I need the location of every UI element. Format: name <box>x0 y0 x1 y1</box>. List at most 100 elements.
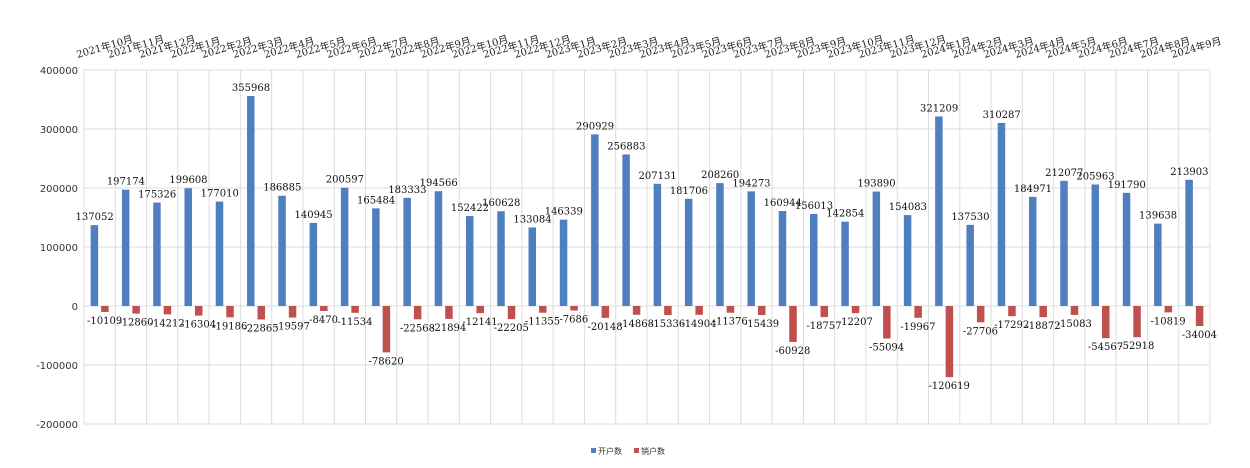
data-label-open: 197174 <box>107 177 145 188</box>
bar-close <box>632 306 641 315</box>
data-label-open: 194566 <box>420 178 458 189</box>
data-label-open: 165484 <box>357 195 395 206</box>
legend-swatch-open <box>591 448 596 453</box>
legend-label-close: 销户数 <box>641 446 665 456</box>
bar-open <box>1091 184 1100 306</box>
bar-close <box>726 306 735 313</box>
data-label-close: -19967 <box>900 322 935 333</box>
data-label-open: 208260 <box>701 170 739 181</box>
data-label-close: -15083 <box>1057 319 1092 330</box>
data-label-close: -11355 <box>525 317 560 328</box>
data-label-open: 152422 <box>451 203 489 214</box>
bar-open <box>1028 196 1037 306</box>
data-label-open: 186885 <box>263 183 301 194</box>
data-label-open: 154083 <box>889 202 927 213</box>
data-label-close: -8470 <box>309 315 338 326</box>
bar-open <box>528 227 537 306</box>
data-label-open: 137530 <box>951 212 989 223</box>
data-labels: 137052 -10109 197174 -12860 175326 -14212 1996… <box>76 83 1217 392</box>
bar-close <box>288 306 297 318</box>
bar-close <box>883 306 891 339</box>
bar-open <box>340 187 349 306</box>
bar-close <box>1133 306 1141 338</box>
data-label-open: 137052 <box>76 212 114 223</box>
bar-close <box>601 306 610 318</box>
data-label-close: -19597 <box>275 322 310 333</box>
data-label-open: 140945 <box>294 210 332 221</box>
data-label-open: 205963 <box>1076 171 1114 182</box>
data-label-close: -55094 <box>869 343 904 354</box>
data-label-close: -18757 <box>806 321 841 332</box>
data-label-close: -12141 <box>462 317 497 328</box>
data-label-open: 213903 <box>1170 167 1208 178</box>
data-label-open: 133084 <box>513 214 551 225</box>
data-label-close: -120619 <box>928 381 970 392</box>
data-label-open: 142854 <box>826 209 864 220</box>
data-label-close: -22865 <box>243 323 278 334</box>
y-tick-label: 200000 <box>40 184 78 195</box>
bar-close <box>570 306 578 311</box>
data-label-open: 256883 <box>607 141 645 152</box>
bar-open <box>591 134 599 306</box>
bar-close <box>820 306 829 318</box>
legend-swatch-close <box>634 448 639 453</box>
bar-open <box>215 201 224 306</box>
data-label-close: -10819 <box>1150 316 1185 327</box>
data-label-open: 212077 <box>1045 168 1083 179</box>
data-label-open: 310287 <box>983 110 1021 121</box>
bar-close <box>320 306 328 311</box>
data-label-open: 207131 <box>639 171 677 182</box>
bar-open <box>1122 192 1131 306</box>
bar-open <box>121 189 130 306</box>
bar-open <box>716 183 724 306</box>
data-label-open: 160944 <box>764 198 802 209</box>
bar-close <box>789 306 797 342</box>
data-label-open: 177010 <box>201 189 239 200</box>
bar-close <box>132 306 140 314</box>
bar-open <box>684 198 693 306</box>
bar-open <box>403 197 411 306</box>
data-label-open: 181706 <box>670 186 708 197</box>
bar-close <box>1195 306 1204 327</box>
data-label-close: -14212 <box>150 318 185 329</box>
data-label-close: -18872 <box>1025 321 1060 332</box>
bar-open <box>559 219 568 306</box>
bar-open <box>747 191 755 306</box>
data-label-close: -78620 <box>369 356 404 367</box>
bar-close <box>851 306 860 314</box>
data-label-close: -52918 <box>1119 341 1154 352</box>
bar-open <box>184 188 192 306</box>
data-label-close: -14904 <box>681 319 716 330</box>
bar-open <box>997 122 1006 307</box>
y-tick-label: -100000 <box>36 361 78 372</box>
bar-open <box>309 222 318 306</box>
bar-open <box>1185 179 1193 306</box>
bar-close <box>539 306 547 313</box>
bar-open <box>465 216 474 306</box>
bar-close <box>382 306 391 353</box>
bar-open <box>966 224 974 306</box>
bar-open <box>810 213 818 306</box>
data-label-close: -60928 <box>775 346 810 357</box>
data-label-open: 200597 <box>326 175 364 186</box>
bar-close <box>757 306 766 316</box>
y-tick-label: 100000 <box>40 243 78 254</box>
y-tick-label: 300000 <box>40 125 78 136</box>
data-label-close: -10109 <box>87 316 122 327</box>
bar-open <box>1060 180 1068 306</box>
bar-close <box>1102 306 1110 339</box>
y-tick-label: -200000 <box>36 420 78 431</box>
bar-close <box>194 306 203 316</box>
data-label-open: 191790 <box>1108 180 1146 191</box>
y-tick-label: 400000 <box>40 66 78 77</box>
data-label-open: 321209 <box>920 103 958 114</box>
bar-close <box>1164 306 1173 313</box>
data-label-close: -12207 <box>838 317 873 328</box>
bar-open <box>247 95 255 306</box>
data-label-open: 183333 <box>388 185 426 196</box>
bar-close <box>476 306 484 314</box>
grid-layer <box>83 69 1211 425</box>
data-label-open: 146339 <box>545 207 583 218</box>
data-label-open: 160628 <box>482 198 520 209</box>
